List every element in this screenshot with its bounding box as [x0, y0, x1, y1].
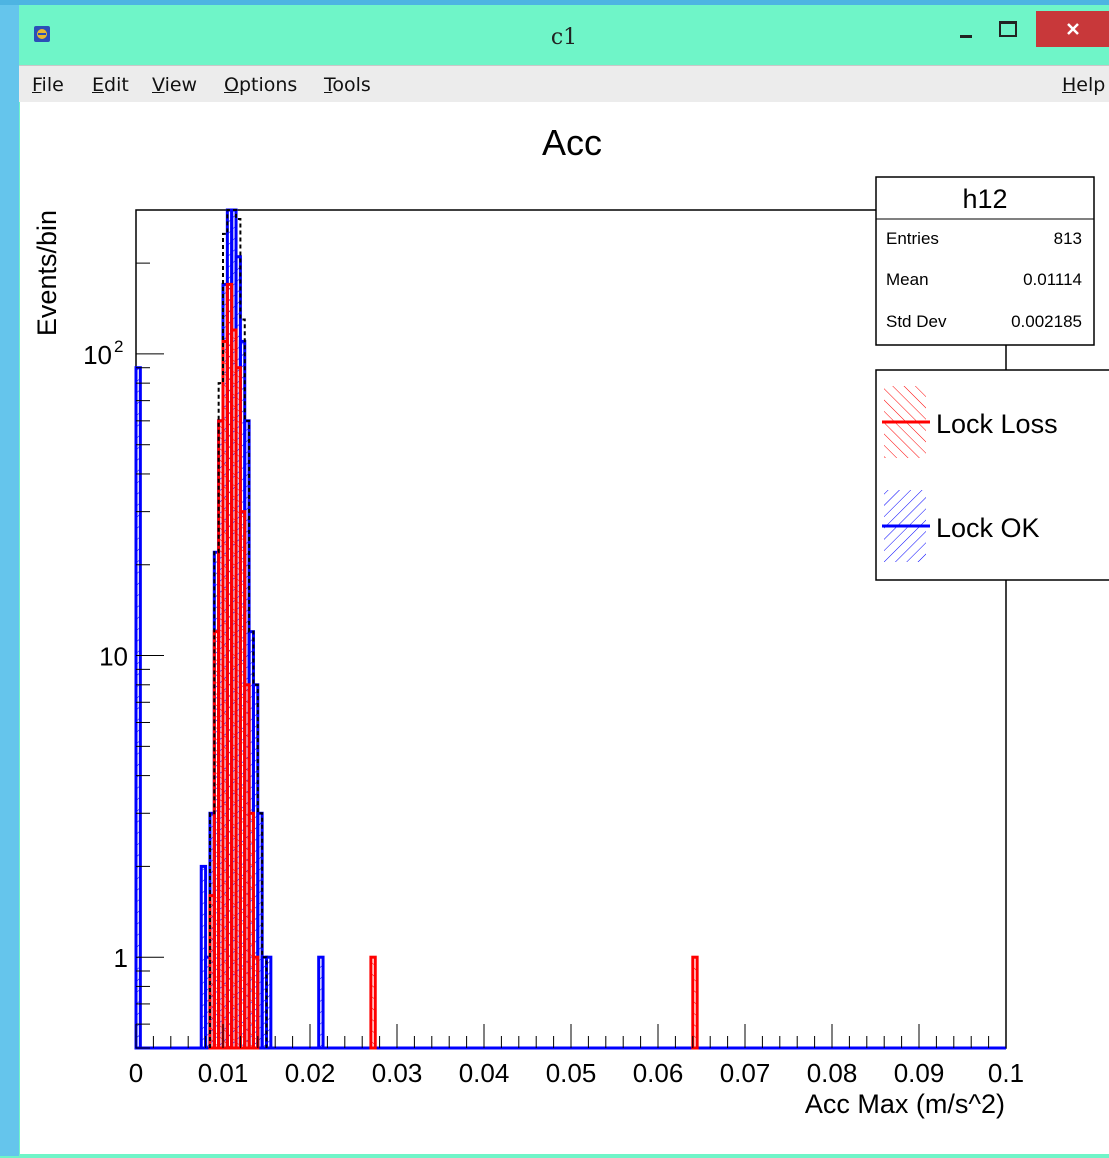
title-bar[interactable]: c1 [19, 5, 1109, 65]
maximize-button[interactable] [991, 11, 1025, 47]
bar-ok-17 [317, 955, 325, 1050]
menu-tools[interactable]: Tools [324, 74, 371, 96]
stats-std-label: Std Dev [886, 312, 947, 331]
y-tick-label: 10 [99, 642, 128, 672]
legend[interactable]: Lock Loss Lock OK [875, 369, 1109, 581]
histogram-chart[interactable]: 0 0.01 0.02 0.03 0.04 0.05 0.06 0.07 0.08 0.09 0.1… [20, 102, 1109, 1154]
window-title: c1 [550, 25, 578, 50]
x-tick-label: 0.09 [894, 1058, 945, 1088]
x-tick-label: 0.08 [807, 1058, 858, 1088]
stats-name: h12 [962, 184, 1007, 214]
legend-label-lock-loss: Lock Loss [936, 409, 1058, 439]
bar-loss-11 [369, 955, 377, 1050]
maximize-icon [999, 21, 1017, 37]
menu-options[interactable]: Options [224, 74, 298, 96]
desktop-top-edge [0, 0, 1109, 5]
minimize-icon [960, 34, 972, 38]
stats-mean-label: Mean [886, 270, 929, 289]
stats-entries-value: 813 [1054, 229, 1082, 248]
series-total [208, 209, 268, 1048]
x-tick-label: 0.02 [285, 1058, 336, 1088]
legend-label-lock-ok: Lock OK [936, 513, 1040, 543]
bar-loss-10 [251, 955, 260, 1050]
x-tick-label: 0.04 [459, 1058, 510, 1088]
bar-ok-0 [134, 366, 142, 1050]
close-button[interactable] [1036, 11, 1109, 47]
total-outline [208, 209, 268, 1048]
x-tick-label: 0.03 [372, 1058, 423, 1088]
x-tick-label: 0.1 [988, 1058, 1024, 1088]
x-tick-label: 0.07 [720, 1058, 771, 1088]
y-tick-label: 10 [83, 340, 112, 370]
bar-loss-12 [691, 955, 699, 1050]
stats-entries-label: Entries [886, 229, 939, 248]
stats-box[interactable]: h12 Entries 813 Mean 0.01114 Std Dev 0.0… [875, 176, 1095, 346]
y-tick-label: 1 [114, 943, 128, 973]
menu-edit[interactable]: Edit [92, 74, 129, 96]
x-tick-label: 0.06 [633, 1058, 684, 1088]
stats-std-value: 0.002185 [1011, 312, 1082, 331]
menu-help[interactable]: Help [1062, 74, 1106, 96]
close-icon [1066, 23, 1079, 35]
menu-file[interactable]: File [32, 74, 64, 96]
menu-bar: File Edit View Options Tools Help [19, 65, 1109, 102]
x-axis: 0 0.01 0.02 0.03 0.04 0.05 0.06 0.07 0.08 0.09 0.1 [129, 1024, 1024, 1088]
root-canvas-window: c1 File Edit View Options Tools Help [19, 5, 1109, 1156]
desktop-background [0, 0, 19, 1156]
menu-view[interactable]: View [152, 74, 198, 96]
chart-title: Acc [542, 122, 602, 163]
x-axis-label: Acc Max (m/s^2) [805, 1089, 1005, 1119]
stats-mean-value: 0.01114 [1023, 270, 1082, 289]
x-tick-label: 0.05 [546, 1058, 597, 1088]
series-lock-loss [208, 282, 699, 1050]
y-axis-label: Events/bin [32, 210, 62, 336]
y-tick-exponent: 2 [114, 337, 123, 356]
canvas-area[interactable]: 0 0.01 0.02 0.03 0.04 0.05 0.06 0.07 0.08 0.09 0.1… [20, 102, 1109, 1154]
x-tick-label: 0 [129, 1058, 143, 1088]
bar-loss-9 [247, 811, 255, 1050]
root-app-icon[interactable] [33, 25, 51, 43]
minimize-button[interactable] [949, 11, 983, 47]
x-tick-label: 0.01 [198, 1058, 249, 1088]
